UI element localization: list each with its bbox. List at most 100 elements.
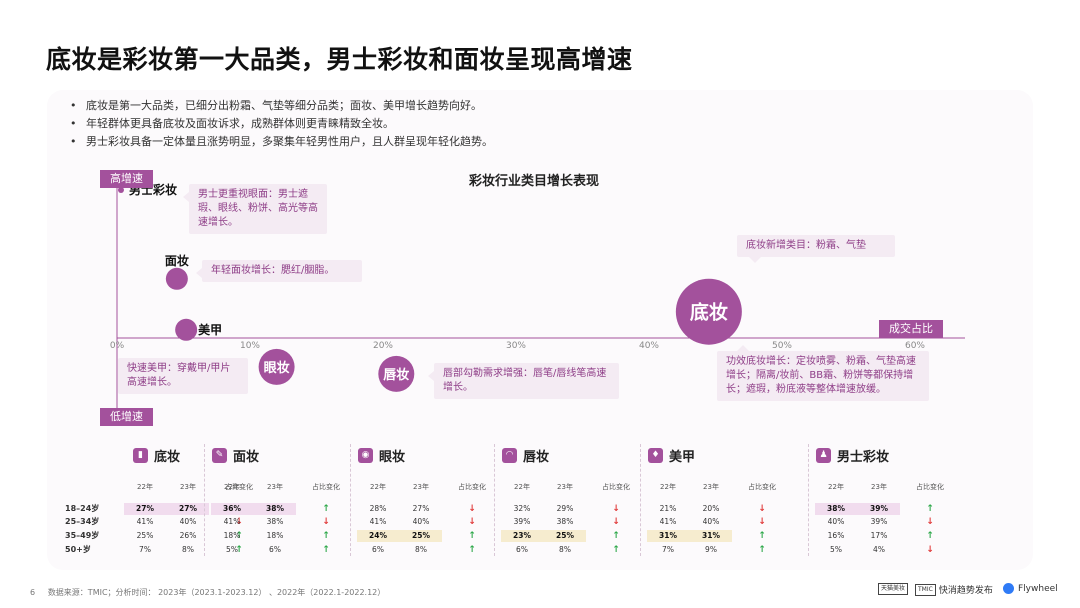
table-cell: 40% (702, 517, 720, 526)
table-cell: 9% (705, 545, 717, 554)
table-cell: 6% (516, 545, 528, 554)
table-cell: 27% (412, 504, 430, 513)
eye-icon: ◉ (358, 448, 373, 463)
callout-face: 年轻面妆增长：腮红/胭脂。 (196, 260, 362, 282)
bubble-label-eye: 眼妆 (264, 360, 290, 376)
column-header: 占比变化 (916, 483, 944, 491)
age-group-label: 25–34岁 (65, 517, 100, 526)
table-separator (204, 444, 205, 556)
down-arrow-icon: ↓ (235, 517, 243, 527)
chart-title: 彩妆行业类目增长表现 (468, 173, 599, 189)
category-name: 眼妆 (379, 450, 406, 465)
nail-polish-icon: ♦ (648, 448, 663, 463)
page-title: 底妆是彩妆第一大品类，男士彩妆和面妆呈现高增速 (46, 45, 633, 74)
bubble-lip (378, 355, 415, 392)
column-header: 22年 (137, 483, 153, 491)
column-header: 22年 (224, 483, 240, 491)
highlight-band (815, 503, 900, 515)
table-cell: 38% (266, 517, 284, 526)
bubble-label-lip: 唇妆 (383, 367, 409, 383)
y-axis-low-label: 低增速 (100, 408, 153, 426)
up-arrow-icon: ↑ (322, 531, 330, 541)
highlight-band (501, 530, 586, 542)
table-cell: 6% (372, 545, 384, 554)
table-cell: 24% (369, 531, 387, 540)
down-arrow-icon: ↓ (468, 504, 476, 514)
column-header: 23年 (871, 483, 887, 491)
x-tick-label: 20% (373, 341, 393, 351)
x-tick-label: 50% (772, 341, 792, 351)
table-cell: 29% (556, 504, 574, 513)
down-arrow-icon: ↓ (322, 517, 330, 527)
category-name: 美甲 (669, 450, 696, 465)
table-cell: 40% (827, 517, 845, 526)
category-name: 男士彩妆 (837, 450, 890, 465)
brush-icon: ✎ (212, 448, 227, 463)
table-cell: 40% (179, 517, 197, 526)
age-distribution-tables: 18–24岁 25–34岁 35–49岁 50+岁 ▮ 底妆 22年 23年 占比变化 27% 27… (65, 440, 1015, 560)
table-cell: 41% (136, 517, 154, 526)
table-cell: 38% (266, 504, 284, 513)
table-cell: 8% (182, 545, 194, 554)
x-tick-label: 10% (240, 341, 260, 351)
table-cell: 7% (662, 545, 674, 554)
column-header: 23年 (413, 483, 429, 491)
bubble-base (675, 278, 742, 345)
column-header: 占比变化 (225, 483, 253, 491)
table-cell: 31% (702, 531, 720, 540)
y-axis-high-label: 高增速 (100, 170, 153, 188)
table-cell: 38% (827, 504, 845, 513)
table-cell: 40% (412, 517, 430, 526)
up-arrow-icon: ↑ (468, 545, 476, 555)
up-arrow-icon: ↑ (926, 531, 934, 541)
x-tick-label: 40% (639, 341, 659, 351)
flywheel-icon (1003, 583, 1014, 594)
down-arrow-icon: ↓ (612, 504, 620, 514)
table-cell: 5% (830, 545, 842, 554)
table-cell: 4% (873, 545, 885, 554)
highlight-band (357, 530, 442, 542)
table-header: ◠ 唇妆 (502, 446, 549, 465)
table-cell: 25% (136, 531, 154, 540)
table-cell: 28% (369, 504, 387, 513)
down-arrow-icon: ↓ (468, 517, 476, 527)
highlight-band (124, 503, 209, 515)
column-header: 占比变化 (748, 483, 776, 491)
x-tick-label: 0% (110, 341, 125, 351)
bubble-face (165, 267, 188, 290)
table-cell: 39% (513, 517, 531, 526)
down-arrow-icon: ↓ (758, 504, 766, 514)
tmall-beauty-logo: 天猫美妆 (878, 583, 911, 595)
bullet-item: 年轻群体更具备底妆及面妆诉求，成熟群体则更青睐精致全妆。 (70, 115, 493, 133)
column-header: 22年 (514, 483, 530, 491)
callout-base-func: 功效底妆增长：定妆喷雾、粉霜、气垫高速增长；隔离/妆前、BB霜、粉饼等都保持增长… (717, 345, 929, 401)
table-cell: 21% (659, 504, 677, 513)
up-arrow-icon: ↑ (322, 545, 330, 555)
x-tick-label: 60% (905, 341, 925, 351)
column-header: 占比变化 (458, 483, 486, 491)
down-arrow-icon: ↓ (926, 517, 934, 527)
table-header: ♦ 美甲 (648, 446, 695, 465)
down-arrow-icon: ↓ (926, 545, 934, 555)
column-header: 23年 (267, 483, 283, 491)
table-cell: 36% (223, 504, 241, 513)
table-cell: 41% (369, 517, 387, 526)
column-header: 占比变化 (312, 483, 340, 491)
bubble-nail (175, 318, 198, 341)
table-cell: 8% (559, 545, 571, 554)
age-group-label: 50+岁 (65, 545, 91, 554)
up-arrow-icon: ↑ (468, 531, 476, 541)
up-arrow-icon: ↑ (758, 531, 766, 541)
bullet-item: 男士彩妆具备一定体量且涨势明显，多聚集年轻男性用户，且人群呈现年轻化趋势。 (70, 133, 493, 151)
category-name: 唇妆 (523, 450, 550, 465)
table-cell: 26% (179, 531, 197, 540)
column-header: 23年 (180, 483, 196, 491)
up-arrow-icon: ↑ (612, 531, 620, 541)
up-arrow-icon: ↑ (235, 531, 243, 541)
bubble-label-face: 面妆 (165, 253, 189, 268)
table-cell: 32% (513, 504, 531, 513)
table-cell: 41% (223, 517, 241, 526)
highlight-band (211, 503, 296, 515)
table-cell: 31% (659, 531, 677, 540)
table-cell: 38% (556, 517, 574, 526)
